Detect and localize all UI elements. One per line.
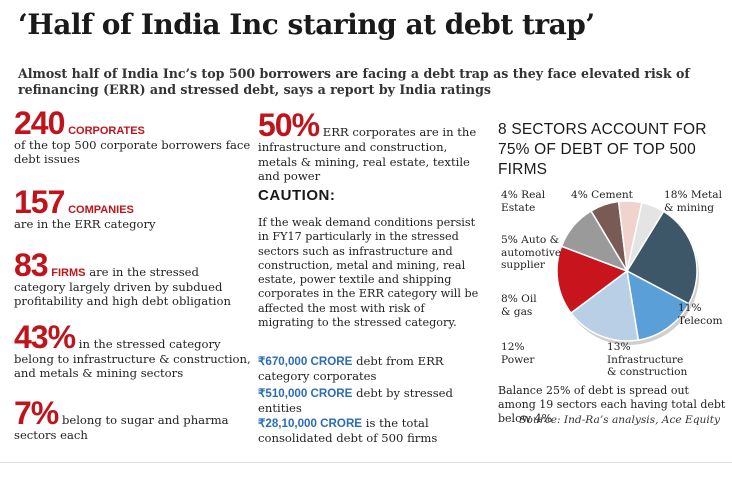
label-line: 12%: [501, 341, 525, 353]
label-line: 18% Metal: [664, 189, 722, 201]
stat-inline-text: in the stressed category: [78, 337, 221, 351]
caution-text: If the weak demand conditions persist in…: [258, 216, 479, 330]
stat-firms: 83 FIRMS are in the stressed category la…: [14, 247, 254, 308]
stat-text: belong to infrastructure & construction,…: [14, 352, 251, 380]
label-line: Infrastructure: [607, 353, 684, 366]
label-auto: 5% Auto & automotive supplier: [501, 234, 561, 272]
stat-err-share: 50% ERR corporates are in the infrastruc…: [258, 107, 480, 184]
debt-total: ₹28,10,000 CRORE is the total consolidat…: [258, 416, 478, 445]
label-line: 11%: [678, 302, 702, 314]
stat-text: category largely driven by subdued profi…: [14, 280, 231, 308]
label-line: 8% Oil: [501, 293, 537, 305]
label-infrastructure: 13% Infrastructure & construction: [607, 341, 687, 379]
stat-number: 7%: [14, 395, 59, 431]
stat-inline-text: ERR corporates are in the: [322, 125, 477, 139]
stat-tag: CORPORATES: [68, 125, 145, 137]
debt-amount: ₹670,000 CRORE: [258, 355, 353, 368]
chart-title: 8 SECTORS ACCOUNT FOR 75% OF DEBT OF TOP…: [498, 121, 707, 178]
label-line: supplier: [501, 259, 545, 271]
pie-slice-cement: [626, 201, 665, 272]
stat-inline-text: are in the stressed: [89, 265, 199, 279]
stat-text: are in the ERR category: [14, 217, 156, 231]
pie-slice-infrastructure-construction: [569, 269, 640, 342]
stat-7-percent: 7% belong to sugar and pharma sectors ea…: [14, 395, 254, 442]
debt-text: debt by stressed: [356, 386, 453, 400]
caution-heading: CAUTION:: [258, 187, 336, 204]
label-line: automotive: [501, 246, 562, 259]
debt-err: ₹670,000 CRORE debt from ERR category co…: [258, 354, 478, 383]
label-real-estate: 4% Real Estate: [501, 189, 545, 214]
debt-text-cont: consolidated debt of 500 firms: [258, 431, 438, 445]
stat-text: of the top 500 corporate borrowers face …: [14, 138, 251, 166]
stat-number: 157: [14, 184, 65, 220]
label-line: 4% Cement: [571, 189, 633, 201]
label-line: Estate: [501, 201, 536, 214]
stat-tag: COMPANIES: [68, 204, 134, 216]
label-line: & construction: [607, 366, 688, 378]
chart-source: Source: Ind-Ra’s analysis, Ace Equity: [519, 414, 720, 426]
debt-stressed: ₹510,000 CRORE debt by stressed entities: [258, 386, 478, 415]
stat-text: infrastructure and construction, metals …: [258, 140, 470, 183]
label-metal-mining: 18% Metal & mining: [664, 189, 722, 214]
debt-amount: ₹510,000 CRORE: [258, 387, 353, 400]
sector-debt-pie-chart: [556, 200, 699, 345]
stat-inline-text: belong to sugar and pharma: [61, 413, 229, 427]
standfirst: Almost half of India Inc’s top 500 borro…: [18, 66, 690, 97]
label-telecom: 11% Telecom: [678, 302, 723, 327]
label-line: & mining: [664, 201, 715, 214]
label-line: 13%: [607, 341, 631, 353]
stat-43-percent: 43% in the stressed category belong to i…: [14, 319, 254, 380]
stat-number: 50%: [258, 107, 320, 143]
stat-number: 240: [14, 105, 65, 141]
headline: ‘Half of India Inc staring at debt trap’: [18, 8, 595, 41]
label-line: 5% Auto &: [501, 234, 560, 246]
stat-companies: 157 COMPANIES are in the ERR category: [14, 184, 254, 231]
debt-text: debt from ERR: [356, 354, 444, 368]
bottom-divider: [0, 462, 732, 463]
pie-slice-telecom: [626, 269, 690, 341]
stat-text: sectors each: [14, 428, 88, 442]
stat-corporates: 240 CORPORATES of the top 500 corporate …: [14, 105, 254, 166]
pie-slice-metal-mining: [625, 210, 698, 305]
stat-number: 83: [14, 247, 49, 283]
label-line: & gas: [501, 305, 533, 318]
label-line: 4% Real: [501, 189, 546, 201]
stat-number: 43%: [14, 319, 76, 355]
label-line: Telecom: [678, 314, 723, 327]
debt-text-cont: entities: [258, 401, 302, 415]
label-line: Power: [501, 353, 535, 366]
debt-text: is the total: [365, 416, 429, 430]
pie-slice-power: [556, 245, 629, 315]
debt-text-cont: category corporates: [258, 369, 377, 383]
debt-amount: ₹28,10,000 CRORE: [258, 417, 363, 430]
label-power: 12% Power: [501, 341, 534, 366]
chart-footnote: Balance 25% of debt is spread out among …: [498, 384, 726, 425]
label-oil-gas: 8% Oil & gas: [501, 293, 537, 318]
stat-tag: FIRMS: [51, 267, 86, 279]
label-cement: 4% Cement: [571, 189, 633, 202]
